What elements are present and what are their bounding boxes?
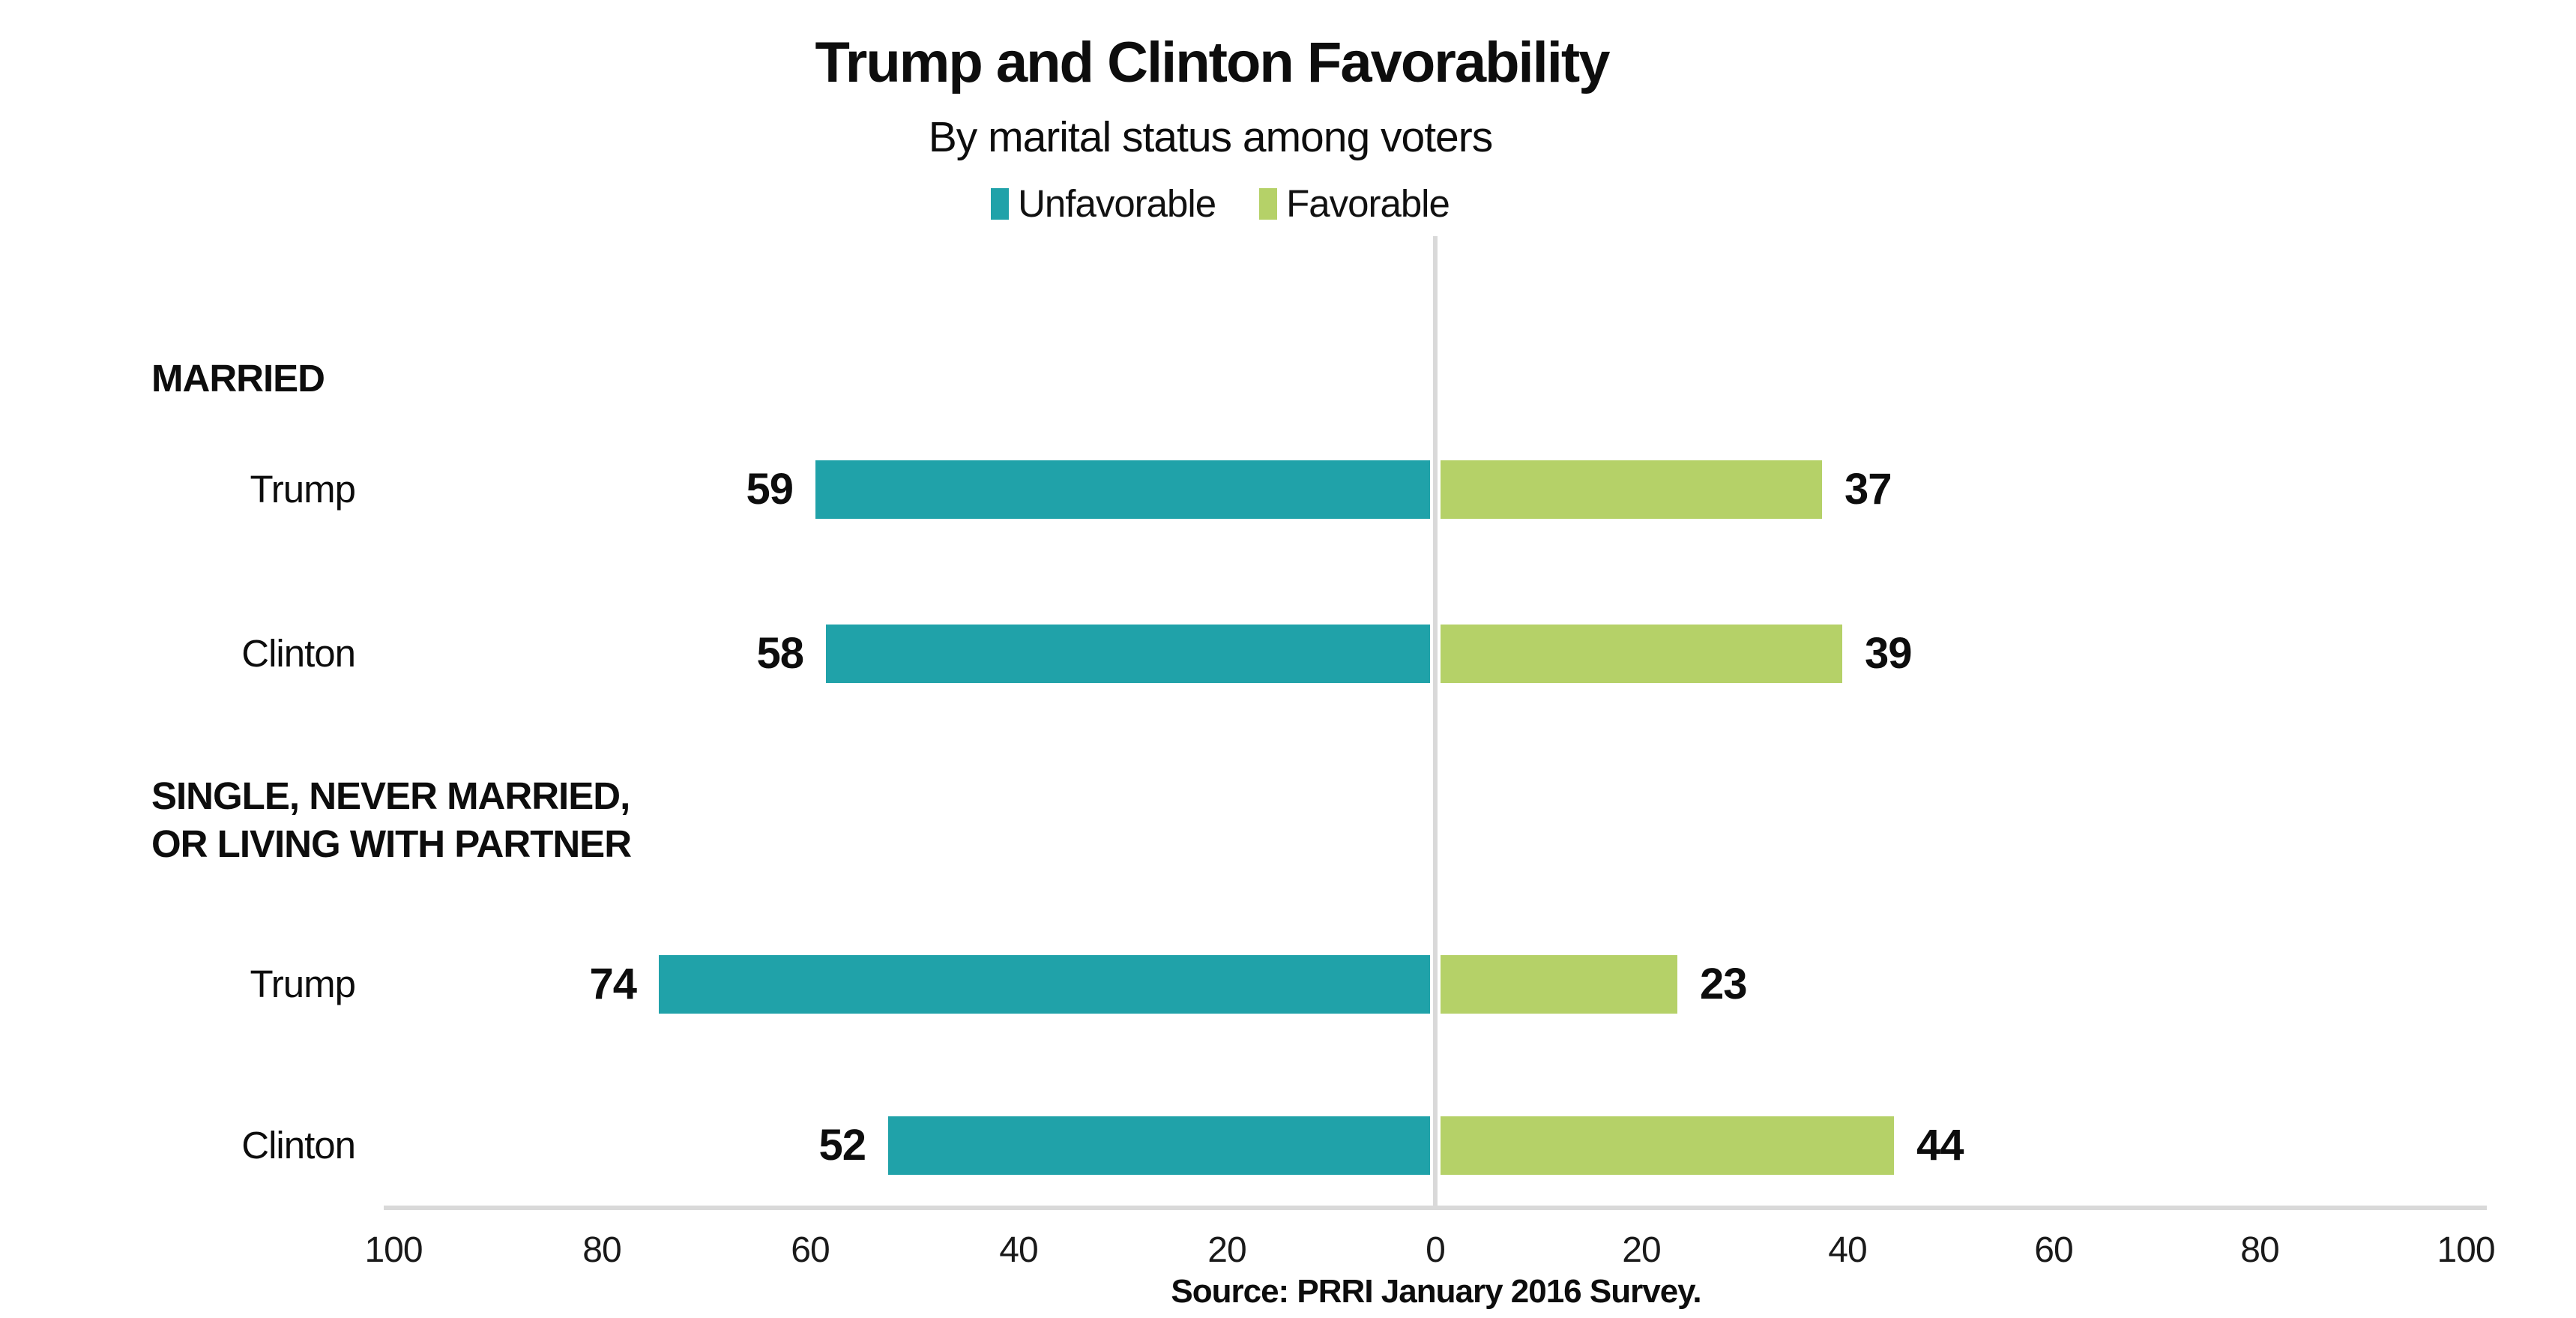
group-label: MARRIED xyxy=(151,357,325,400)
unfavorable-value-label: 52 xyxy=(818,1121,866,1170)
favorable-value-label: 23 xyxy=(1700,960,1748,1008)
unfavorable-value-label: 58 xyxy=(756,629,804,678)
source-note: Source: PRRI January 2016 Survey. xyxy=(1171,1273,1701,1310)
x-tick-label-right: 40 xyxy=(1828,1230,1867,1270)
x-tick-label-right: 20 xyxy=(1622,1230,1661,1270)
legend-label-favorable: Favorable xyxy=(1286,182,1450,225)
unfavorable-bar xyxy=(659,955,1430,1014)
chart-legend: Unfavorable Favorable xyxy=(0,181,2440,226)
favorable-bar xyxy=(1441,1116,1894,1175)
candidate-label: Clinton xyxy=(241,1124,356,1167)
chart-subtitle: By marital status among voters xyxy=(928,113,1493,161)
legend-label-unfavorable: Unfavorable xyxy=(1018,182,1216,225)
unfavorable-bar xyxy=(815,460,1430,519)
favorable-value-label: 39 xyxy=(1865,629,1913,678)
favorable-bar xyxy=(1441,955,1677,1014)
favorable-swatch-icon xyxy=(1259,187,1278,220)
x-tick-label-left: 100 xyxy=(364,1230,423,1270)
chart-title: Trump and Clinton Favorability xyxy=(815,31,1611,94)
favorable-bar xyxy=(1441,625,1842,683)
unfavorable-bar xyxy=(826,625,1430,683)
favorable-value-label: 44 xyxy=(1916,1121,1964,1170)
unfavorable-swatch-icon xyxy=(991,187,1010,220)
unfavorable-value-label: 59 xyxy=(746,465,794,514)
favorable-value-label: 37 xyxy=(1844,465,1892,514)
unfavorable-value-label: 74 xyxy=(589,960,637,1008)
x-axis-line xyxy=(384,1206,2487,1210)
x-tick-label-zero: 0 xyxy=(1426,1230,1446,1270)
x-tick-label-left: 40 xyxy=(999,1230,1038,1270)
candidate-label: Clinton xyxy=(241,632,356,675)
unfavorable-bar xyxy=(888,1116,1430,1175)
legend-item-unfavorable: Unfavorable xyxy=(991,181,1216,226)
x-tick-label-right: 100 xyxy=(2437,1230,2495,1270)
x-tick-label-left: 60 xyxy=(791,1230,830,1270)
x-tick-label-right: 60 xyxy=(2034,1230,2073,1270)
candidate-label: Trump xyxy=(250,963,356,1005)
x-tick-label-left: 20 xyxy=(1207,1230,1246,1270)
x-tick-label-left: 80 xyxy=(582,1230,621,1270)
favorable-bar xyxy=(1441,460,1822,519)
zero-gridline xyxy=(1433,236,1438,1206)
x-tick-label-right: 80 xyxy=(2240,1230,2279,1270)
candidate-label: Trump xyxy=(250,468,356,511)
legend-item-favorable: Favorable xyxy=(1259,181,1450,226)
group-label: SINGLE, NEVER MARRIED, OR LIVING WITH PA… xyxy=(151,774,632,865)
